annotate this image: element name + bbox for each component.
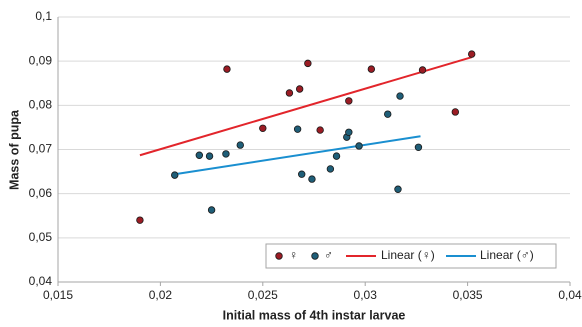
x-tick-label: 0,015 (43, 288, 73, 302)
point (467, 50, 476, 58)
point (222, 150, 230, 158)
x-axis-title: Initial mass of 4th instar larvae (223, 308, 406, 322)
y-tick-label: 0,08 (29, 98, 53, 112)
trend-line (174, 135, 421, 176)
y-axis-title: Mass of pupa (7, 109, 21, 190)
point (355, 142, 363, 150)
point (332, 152, 341, 160)
point (236, 141, 244, 149)
x-tick-label: 0,02 (149, 288, 173, 302)
point (345, 97, 353, 105)
point (396, 92, 404, 100)
trend-line (139, 56, 472, 157)
legend-marker (311, 252, 319, 260)
y-tick-label: 0,07 (29, 142, 53, 156)
point (207, 206, 216, 214)
point (298, 170, 306, 178)
point (451, 108, 460, 116)
point (394, 185, 402, 193)
legend-marker (275, 252, 283, 260)
point (195, 151, 204, 159)
point (326, 165, 335, 173)
y-tick-label: 0,09 (29, 53, 53, 67)
point (367, 65, 376, 73)
legend-label: ♂ (324, 248, 333, 262)
point (293, 125, 302, 133)
x-tick-label: 0,04 (558, 288, 582, 302)
point (384, 110, 392, 118)
point (414, 143, 423, 151)
y-tick-label: 0,05 (29, 230, 53, 244)
x-tick-label: 0,035 (453, 288, 483, 302)
point (308, 175, 316, 183)
x-tick-label: 0,025 (248, 288, 278, 302)
point (304, 59, 312, 68)
point (223, 65, 231, 73)
point (171, 171, 179, 179)
point (316, 126, 324, 134)
legend-label: Linear (♀) (381, 248, 435, 262)
point (295, 85, 304, 93)
x-tick-label: 0,03 (354, 288, 378, 302)
y-tick-label: 0,04 (29, 274, 53, 288)
point (259, 124, 267, 132)
y-tick-label: 0,1 (35, 9, 52, 23)
point (345, 128, 353, 136)
point (285, 89, 294, 97)
y-tick-label: 0,06 (29, 186, 53, 200)
legend-label: ♀ (289, 248, 298, 262)
point (418, 66, 427, 74)
point (136, 216, 144, 224)
legend-label: Linear (♂) (480, 248, 534, 262)
point (205, 152, 214, 160)
